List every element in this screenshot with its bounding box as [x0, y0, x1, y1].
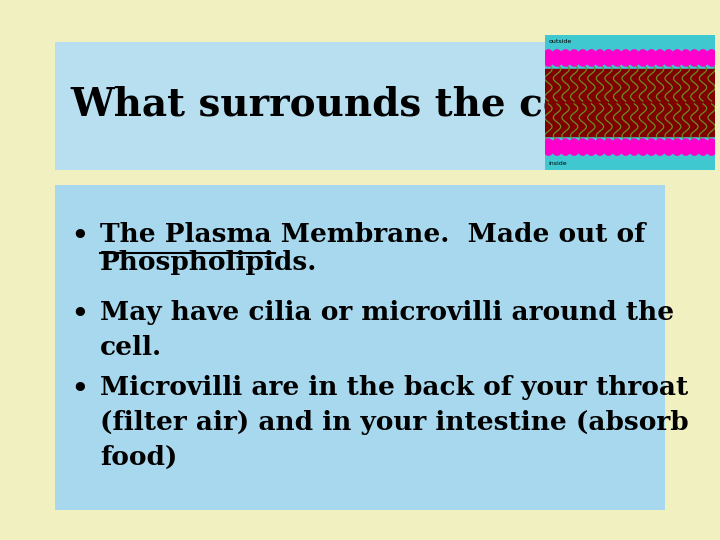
Text: •: • [70, 222, 89, 253]
Ellipse shape [603, 50, 614, 66]
Ellipse shape [706, 139, 717, 155]
Ellipse shape [654, 139, 665, 155]
Ellipse shape [620, 139, 631, 155]
Ellipse shape [586, 139, 597, 155]
Ellipse shape [577, 139, 588, 155]
Ellipse shape [654, 50, 665, 66]
Text: •: • [70, 375, 89, 406]
Text: •: • [70, 300, 89, 331]
Ellipse shape [603, 139, 614, 155]
Text: outside: outside [549, 39, 572, 44]
Ellipse shape [595, 139, 606, 155]
Text: Phospholipids.: Phospholipids. [100, 250, 318, 275]
Ellipse shape [552, 139, 562, 155]
Ellipse shape [672, 139, 683, 155]
Ellipse shape [577, 50, 588, 66]
Text: Microvilli are in the back of your throat
(filter air) and in your intestine (ab: Microvilli are in the back of your throa… [100, 375, 688, 470]
FancyBboxPatch shape [55, 42, 665, 170]
Ellipse shape [698, 50, 708, 66]
Bar [545, 136, 715, 170]
Ellipse shape [663, 50, 674, 66]
Ellipse shape [620, 50, 631, 66]
Ellipse shape [637, 139, 649, 155]
Ellipse shape [680, 139, 691, 155]
Ellipse shape [569, 139, 580, 155]
Ellipse shape [543, 139, 554, 155]
Text: inside: inside [549, 161, 567, 166]
Ellipse shape [543, 50, 554, 66]
Ellipse shape [552, 50, 562, 66]
Ellipse shape [706, 50, 717, 66]
Ellipse shape [595, 50, 606, 66]
Ellipse shape [629, 50, 640, 66]
Ellipse shape [586, 50, 597, 66]
Ellipse shape [689, 50, 700, 66]
Ellipse shape [698, 139, 708, 155]
Ellipse shape [560, 50, 571, 66]
Ellipse shape [646, 50, 657, 66]
Text: May have cilia or microvilli around the
cell.: May have cilia or microvilli around the … [100, 300, 674, 360]
Ellipse shape [646, 139, 657, 155]
FancyBboxPatch shape [55, 185, 665, 510]
Ellipse shape [663, 139, 674, 155]
Bar [545, 69, 715, 136]
Ellipse shape [611, 50, 623, 66]
Ellipse shape [569, 50, 580, 66]
Ellipse shape [560, 139, 571, 155]
Bar [545, 35, 715, 69]
Ellipse shape [611, 139, 623, 155]
Ellipse shape [689, 139, 700, 155]
Text: What surrounds the cell?: What surrounds the cell? [70, 85, 620, 123]
Ellipse shape [680, 50, 691, 66]
Ellipse shape [629, 139, 640, 155]
Ellipse shape [637, 50, 649, 66]
Text: The Plasma Membrane.  Made out of: The Plasma Membrane. Made out of [100, 222, 645, 247]
Ellipse shape [672, 50, 683, 66]
